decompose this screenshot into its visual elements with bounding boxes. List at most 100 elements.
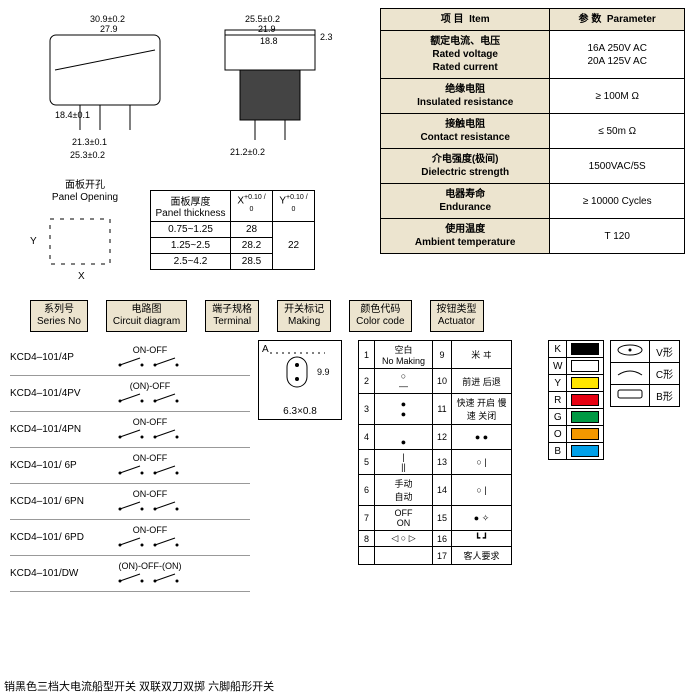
label-terminal: 端子规格Terminal [205,300,259,332]
label-color: 颜色代码Color code [349,300,411,332]
panel-thickness: 1.25~2.5 [151,238,231,254]
svg-text:18.8: 18.8 [260,36,278,46]
param-value: 1500VAC/5S [550,149,685,184]
panel-thickness: 0.75~1.25 [151,222,231,238]
making-idx2: 12 [433,425,452,450]
param-label: 绝缘电阻Insulated resistance [381,79,550,114]
making-left: OFFON [375,506,433,531]
svg-text:25.5±0.2: 25.5±0.2 [245,14,280,24]
param-label: 额定电流、电压Rated voltageRated current [381,31,550,79]
making-idx2: 13 [433,450,452,475]
making-right: ● ● [452,425,512,450]
series-no: KCD4–101/4PV [10,388,110,399]
color-code: O [549,426,567,443]
label-series: 系列号Series No [30,300,88,332]
making-left: ●● [375,394,433,425]
color-code: G [549,409,567,426]
series-row: KCD4–101/DW(ON)-OFF-(ON) [10,556,250,592]
svg-text:X: X [78,271,85,282]
series-list: KCD4–101/4PON-OFFKCD4–101/4PV(ON)-OFFKCD… [10,340,250,592]
making-left: ○— [375,369,433,394]
svg-text:21.2±0.2: 21.2±0.2 [230,147,265,157]
dim-text: 30.9±0.2 [90,14,125,24]
making-right: 米 ヰ [452,341,512,369]
actuator-shape [611,385,650,407]
param-label: 电器寿命Endurance [381,184,550,219]
series-row: KCD4–101/ 6PON-OFF [10,448,250,484]
panel-x: 28.5 [231,254,273,270]
circuit-mode: ON-OFF [110,417,190,443]
making-left: ● [375,425,433,450]
series-no: KCD4–101/ 6PD [10,532,110,543]
making-left: ◁ ○ ▷ [375,531,433,547]
making-idx: 8 [359,531,375,547]
making-idx2: 11 [433,394,452,425]
label-actuator: 按钮类型Actuator [430,300,484,332]
making-idx: 3 [359,394,375,425]
making-right: ○ | [452,450,512,475]
color-code: R [549,392,567,409]
color-swatch [567,358,604,375]
panel-x: 28 [231,222,273,238]
color-code: Y [549,375,567,392]
drawing-side: 25.5±0.2 21.9 18.8 2.3 21.2±0.2 [200,10,350,160]
series-no: KCD4–101/ 6PN [10,496,110,507]
making-idx2: 9 [433,341,452,369]
making-idx: 4 [359,425,375,450]
svg-text:21.9: 21.9 [258,24,276,34]
making-idx [359,547,375,565]
param-table-wrap: 项 目 Item 参 数 Parameter 额定电流、电压Rated volt… [380,8,685,254]
making-idx: 6 [359,475,375,506]
label-circuit: 电路图Circuit diagram [106,300,187,332]
param-label: 使用温度Ambient temperature [381,219,550,254]
param-value: ≥ 100M Ω [550,79,685,114]
making-idx2: 16 [433,531,452,547]
legend-row: 系列号Series No 电路图Circuit diagram 端子规格Term… [30,300,690,332]
panel-table-wrap: 面板厚度Panel thickness X+0.10 / 0 Y+0.10 / … [150,190,315,270]
making-idx: 2 [359,369,375,394]
svg-text:21.3±0.1: 21.3±0.1 [72,137,107,147]
making-table-wrap: 1空白No Making9米 ヰ2○—10前进 后退3●●11快速 开启 慢速 … [358,340,512,565]
actuator-label: B形 [650,385,680,407]
color-swatch [567,392,604,409]
color-swatch [567,426,604,443]
making-left [375,547,433,565]
terminal-dim1: 9.9 [317,367,330,377]
circuit-mode: ON-OFF [110,453,190,479]
terminal-box: A 9.9 6.3×0.8 [258,340,342,420]
caption: 销黑色三档大电流船型开关 双联双刀双掷 六脚船形开关 [4,678,274,694]
making-idx2: 15 [433,506,452,531]
making-right: 前进 后退 [452,369,512,394]
making-idx2: 14 [433,475,452,506]
color-code: K [549,341,567,358]
circuit-mode: ON-OFF [110,489,190,515]
color-code: B [549,443,567,460]
color-swatch [567,341,604,358]
making-right: 快速 开启 慢速 关闭 [452,394,512,425]
param-value: 16A 250V AC20A 125V AC [550,31,685,79]
making-idx: 7 [359,506,375,531]
circuit-mode: (ON)-OFF [110,381,190,407]
making-left: ||| [375,450,433,475]
param-value: T 120 [550,219,685,254]
panel-x: 28.2 [231,238,273,254]
series-row: KCD4–101/4PON-OFF [10,340,250,376]
series-no: KCD4–101/4P [10,352,110,363]
label-making: 开关标记Making [277,300,331,332]
series-row: KCD4–101/ 6PNON-OFF [10,484,250,520]
svg-text:27.9: 27.9 [100,24,118,34]
param-value: ≥ 10000 Cycles [550,184,685,219]
making-idx2: 17 [433,547,452,565]
color-code: W [549,358,567,375]
series-row: KCD4–101/4PV(ON)-OFF [10,376,250,412]
param-hdr-item: 项 目 Item [381,9,550,31]
circuit-mode: ON-OFF [110,345,190,371]
param-hdr-param: 参 数 Parameter [550,9,685,31]
color-swatch [567,375,604,392]
param-label: 介电强度(极间)Dielectric strength [381,149,550,184]
color-table-wrap: KWYRGOB [548,340,604,460]
color-swatch [567,443,604,460]
making-right: ○ | [452,475,512,506]
making-left: 空白No Making [375,341,433,369]
actuator-shape [611,341,650,363]
